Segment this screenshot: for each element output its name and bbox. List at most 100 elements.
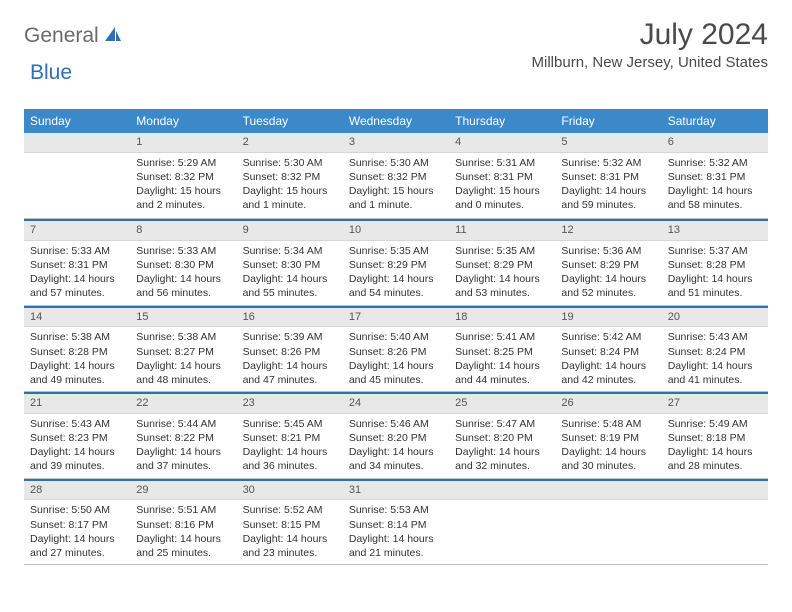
- day-content: Sunrise: 5:52 AMSunset: 8:15 PMDaylight:…: [237, 503, 343, 560]
- logo-text-blue: Blue: [30, 61, 72, 84]
- daylight-line: Daylight: 14 hours and 23 minutes.: [243, 532, 337, 560]
- sunset-line: Sunset: 8:22 PM: [136, 431, 230, 445]
- day-content: Sunrise: 5:33 AMSunset: 8:31 PMDaylight:…: [24, 244, 130, 301]
- daylight-line: Daylight: 14 hours and 56 minutes.: [136, 272, 230, 300]
- weekday-header: Friday: [555, 109, 661, 133]
- sunset-line: Sunset: 8:20 PM: [455, 431, 549, 445]
- day-number: .: [24, 133, 130, 153]
- day-number: 13: [662, 219, 768, 241]
- logo-sail-icon: [103, 25, 123, 48]
- day-number: 21: [24, 392, 130, 414]
- sunset-line: Sunset: 8:23 PM: [30, 431, 124, 445]
- sunrise-line: Sunrise: 5:34 AM: [243, 244, 337, 258]
- day-content: Sunrise: 5:30 AMSunset: 8:32 PMDaylight:…: [237, 156, 343, 213]
- sunrise-line: Sunrise: 5:30 AM: [349, 156, 443, 170]
- daylight-line: Daylight: 14 hours and 49 minutes.: [30, 359, 124, 387]
- day-number: 8: [130, 219, 236, 241]
- calendar-cell: 13Sunrise: 5:37 AMSunset: 8:28 PMDayligh…: [662, 219, 768, 306]
- sunset-line: Sunset: 8:28 PM: [668, 258, 762, 272]
- day-number: 12: [555, 219, 661, 241]
- sunrise-line: Sunrise: 5:51 AM: [136, 503, 230, 517]
- day-number: 29: [130, 479, 236, 501]
- calendar-cell: 7 Sunrise: 5:33 AMSunset: 8:31 PMDaylight…: [24, 219, 130, 306]
- daylight-line: Daylight: 15 hours and 1 minute.: [243, 184, 337, 212]
- daylight-line: Daylight: 15 hours and 0 minutes.: [455, 184, 549, 212]
- sunrise-line: Sunrise: 5:43 AM: [30, 417, 124, 431]
- day-content: Sunrise: 5:46 AMSunset: 8:20 PMDaylight:…: [343, 417, 449, 474]
- sunrise-line: Sunrise: 5:36 AM: [561, 244, 655, 258]
- day-content: Sunrise: 5:42 AMSunset: 8:24 PMDaylight:…: [555, 330, 661, 387]
- day-number: .: [449, 479, 555, 501]
- sunrise-line: Sunrise: 5:43 AM: [668, 330, 762, 344]
- day-content: Sunrise: 5:53 AMSunset: 8:14 PMDaylight:…: [343, 503, 449, 560]
- calendar-cell: 16Sunrise: 5:39 AMSunset: 8:26 PMDayligh…: [237, 306, 343, 393]
- sunset-line: Sunset: 8:26 PM: [243, 345, 337, 359]
- day-number: 22: [130, 392, 236, 414]
- day-number: 26: [555, 392, 661, 414]
- calendar-cell: 6Sunrise: 5:32 AMSunset: 8:31 PMDaylight…: [662, 133, 768, 219]
- sunrise-line: Sunrise: 5:53 AM: [349, 503, 443, 517]
- sunrise-line: Sunrise: 5:45 AM: [243, 417, 337, 431]
- daylight-line: Daylight: 14 hours and 57 minutes.: [30, 272, 124, 300]
- sunset-line: Sunset: 8:21 PM: [243, 431, 337, 445]
- sunrise-line: Sunrise: 5:33 AM: [30, 244, 124, 258]
- day-content: Sunrise: 5:48 AMSunset: 8:19 PMDaylight:…: [555, 417, 661, 474]
- calendar-cell: 10Sunrise: 5:35 AMSunset: 8:29 PMDayligh…: [343, 219, 449, 306]
- calendar-cell: 5Sunrise: 5:32 AMSunset: 8:31 PMDaylight…: [555, 133, 661, 219]
- sunset-line: Sunset: 8:32 PM: [136, 170, 230, 184]
- daylight-line: Daylight: 14 hours and 44 minutes.: [455, 359, 549, 387]
- day-number: 15: [130, 306, 236, 328]
- calendar-cell: 15Sunrise: 5:38 AMSunset: 8:27 PMDayligh…: [130, 306, 236, 393]
- calendar-cell: 21 Sunrise: 5:43 AMSunset: 8:23 PMDayligh…: [24, 392, 130, 479]
- day-number: 23: [237, 392, 343, 414]
- calendar-cell: 8Sunrise: 5:33 AMSunset: 8:30 PMDaylight…: [130, 219, 236, 306]
- day-content: Sunrise: 5:45 AMSunset: 8:21 PMDaylight:…: [237, 417, 343, 474]
- calendar-cell: 3Sunrise: 5:30 AMSunset: 8:32 PMDaylight…: [343, 133, 449, 219]
- day-content: Sunrise: 5:29 AMSunset: 8:32 PMDaylight:…: [130, 156, 236, 213]
- day-number: 10: [343, 219, 449, 241]
- daylight-line: Daylight: 14 hours and 41 minutes.: [668, 359, 762, 387]
- day-content: Sunrise: 5:39 AMSunset: 8:26 PMDaylight:…: [237, 330, 343, 387]
- sunrise-line: Sunrise: 5:38 AM: [30, 330, 124, 344]
- sunrise-line: Sunrise: 5:52 AM: [243, 503, 337, 517]
- sunset-line: Sunset: 8:18 PM: [668, 431, 762, 445]
- day-number: 3: [343, 133, 449, 153]
- daylight-line: Daylight: 14 hours and 34 minutes.: [349, 445, 443, 473]
- sunrise-line: Sunrise: 5:29 AM: [136, 156, 230, 170]
- calendar-header-row: SundayMondayTuesdayWednesdayThursdayFrid…: [24, 109, 768, 133]
- day-number: .: [662, 479, 768, 501]
- day-content: Sunrise: 5:50 AMSunset: 8:17 PMDaylight:…: [24, 503, 130, 560]
- sunrise-line: Sunrise: 5:35 AM: [455, 244, 549, 258]
- sunrise-line: Sunrise: 5:37 AM: [668, 244, 762, 258]
- daylight-line: Daylight: 14 hours and 21 minutes.: [349, 532, 443, 560]
- sunset-line: Sunset: 8:31 PM: [455, 170, 549, 184]
- calendar-cell: 12Sunrise: 5:36 AMSunset: 8:29 PMDayligh…: [555, 219, 661, 306]
- calendar-cell: 1Sunrise: 5:29 AMSunset: 8:32 PMDaylight…: [130, 133, 236, 219]
- calendar-cell: .: [449, 479, 555, 566]
- weekday-header: Saturday: [662, 109, 768, 133]
- daylight-line: Daylight: 14 hours and 58 minutes.: [668, 184, 762, 212]
- day-number: 5: [555, 133, 661, 153]
- sunrise-line: Sunrise: 5:35 AM: [349, 244, 443, 258]
- sunset-line: Sunset: 8:31 PM: [30, 258, 124, 272]
- day-number: 7: [24, 219, 130, 241]
- sunset-line: Sunset: 8:28 PM: [30, 345, 124, 359]
- sunset-line: Sunset: 8:29 PM: [455, 258, 549, 272]
- day-number: 24: [343, 392, 449, 414]
- calendar-cell: 27Sunrise: 5:49 AMSunset: 8:18 PMDayligh…: [662, 392, 768, 479]
- day-content: Sunrise: 5:47 AMSunset: 8:20 PMDaylight:…: [449, 417, 555, 474]
- calendar-cell: 28Sunrise: 5:50 AMSunset: 8:17 PMDayligh…: [24, 479, 130, 566]
- calendar-cell: 14 Sunrise: 5:38 AMSunset: 8:28 PMDayligh…: [24, 306, 130, 393]
- day-number: .: [555, 479, 661, 501]
- daylight-line: Daylight: 14 hours and 36 minutes.: [243, 445, 337, 473]
- calendar: SundayMondayTuesdayWednesdayThursdayFrid…: [24, 109, 768, 565]
- daylight-line: Daylight: 14 hours and 39 minutes.: [30, 445, 124, 473]
- day-number: 14: [24, 306, 130, 328]
- sunset-line: Sunset: 8:27 PM: [136, 345, 230, 359]
- sunset-line: Sunset: 8:30 PM: [136, 258, 230, 272]
- sunset-line: Sunset: 8:24 PM: [668, 345, 762, 359]
- day-number: 28: [24, 479, 130, 501]
- sunset-line: Sunset: 8:17 PM: [30, 518, 124, 532]
- day-number: 17: [343, 306, 449, 328]
- sunset-line: Sunset: 8:29 PM: [561, 258, 655, 272]
